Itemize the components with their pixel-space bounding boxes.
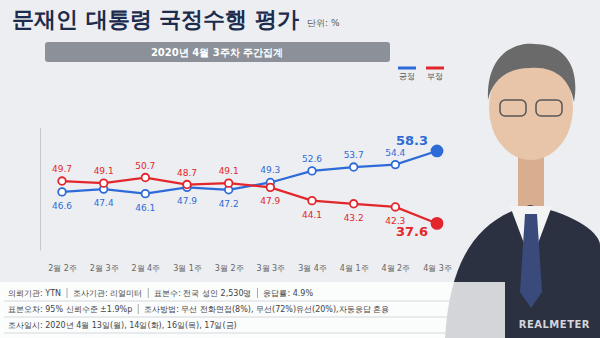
footer-text: 조사일시: 2020년 4월 13일(월), 14일(화), 16일(목), 1… bbox=[8, 321, 237, 330]
data-label: 53.7 bbox=[344, 150, 364, 160]
footer-text: 응답률: 4.9% bbox=[263, 289, 313, 298]
x-tick: 4월 3주 bbox=[423, 262, 452, 273]
data-labels: 46.6 47.4 46.1 47.9 47.2 49.3 52.6 53.7 54.458.3… bbox=[52, 133, 428, 239]
x-tick: 3월 1주 bbox=[173, 262, 202, 273]
series-marker bbox=[100, 179, 108, 187]
data-label: 44.1 bbox=[302, 210, 322, 220]
tie bbox=[520, 214, 542, 308]
data-label: 58.3 bbox=[396, 133, 428, 148]
x-tick: 3월 4주 bbox=[298, 262, 327, 273]
plot-area bbox=[58, 145, 442, 228]
series-line bbox=[62, 178, 437, 224]
x-tick: 4월 1주 bbox=[340, 262, 369, 273]
series-marker bbox=[432, 145, 443, 156]
legend-label: 긍정 bbox=[399, 72, 415, 81]
x-tick-label: 3월 3주 bbox=[256, 264, 285, 273]
x-tick-label: 4월 1주 bbox=[340, 264, 369, 273]
footer-text: 표본오차: 95% 신뢰수준 ±1.9%p bbox=[8, 305, 132, 314]
footer-rule bbox=[4, 317, 500, 318]
series-marker bbox=[58, 177, 66, 185]
data-label: 48.7 bbox=[177, 168, 197, 178]
x-tick: 2월 2주 bbox=[48, 262, 77, 273]
glasses-left bbox=[500, 100, 526, 116]
series-marker bbox=[225, 179, 233, 187]
x-axis: 2월 2주 2월 3주 2월 4주 3월 1주 3월 2주 3월 3주 3월 4주 4월 1주… bbox=[48, 262, 452, 273]
x-tick: 2월 3주 bbox=[90, 262, 119, 273]
series-marker bbox=[308, 167, 316, 175]
background bbox=[0, 0, 600, 338]
x-tick-label: 3월 4주 bbox=[298, 264, 327, 273]
legend-label: 부정 bbox=[427, 72, 443, 81]
footer-separator bbox=[257, 288, 258, 298]
x-tick: 3월 2주 bbox=[215, 262, 244, 273]
footer-separator bbox=[148, 288, 149, 298]
series-marker bbox=[350, 163, 358, 171]
data-label: 54.4 bbox=[385, 148, 405, 158]
x-tick-label: 3월 1주 bbox=[173, 264, 202, 273]
series-marker bbox=[142, 190, 150, 198]
data-label: 47.9 bbox=[177, 196, 197, 206]
data-label: 49.1 bbox=[94, 166, 114, 176]
glasses-right bbox=[536, 100, 562, 116]
x-tick: 4월 2주 bbox=[381, 262, 410, 273]
series-marker bbox=[183, 181, 191, 189]
data-label: 49.1 bbox=[219, 166, 239, 176]
legend: 긍정 부정 bbox=[398, 68, 444, 81]
series-marker bbox=[308, 197, 316, 205]
footer-box bbox=[0, 282, 505, 338]
series-marker bbox=[350, 200, 358, 208]
data-label: 49.3 bbox=[260, 165, 280, 175]
data-label: 49.7 bbox=[52, 164, 72, 174]
series-marker bbox=[392, 203, 400, 211]
data-label: 47.4 bbox=[94, 198, 114, 208]
footer-separator bbox=[67, 288, 68, 298]
x-tick-label: 3월 2주 bbox=[215, 264, 244, 273]
x-tick-label: 4월 3주 bbox=[423, 264, 452, 273]
x-tick: 3월 3주 bbox=[256, 262, 285, 273]
data-label: 50.7 bbox=[135, 161, 155, 171]
series-marker bbox=[392, 161, 400, 169]
footer-rule bbox=[4, 333, 500, 334]
series-marker bbox=[142, 174, 150, 182]
subtitle: 2020년 4월 3주차 주간집계 bbox=[151, 47, 283, 58]
chart-root: 문재인 대통령 국정수행 평가 단위: % 2020년 4월 3주차 주간집계 2월 … bbox=[0, 0, 600, 338]
title: 문재인 대통령 국정수행 평가 bbox=[12, 7, 299, 32]
x-tick: 2월 4주 bbox=[131, 262, 160, 273]
data-label: 46.6 bbox=[52, 201, 72, 211]
footer-text: 표본수: 전국 성인 2,530명 bbox=[154, 289, 251, 298]
data-label: 47.9 bbox=[260, 196, 280, 206]
x-tick-label: 4월 2주 bbox=[381, 264, 410, 273]
x-tick-label: 2월 3주 bbox=[90, 264, 119, 273]
data-label: 47.2 bbox=[219, 199, 239, 209]
hair bbox=[488, 44, 575, 102]
footer-text: 조사방법: 무선 전화면접(8%), 무선(72%)유선(20%),자동응답 혼… bbox=[144, 305, 389, 314]
footer-text: 의뢰기관: YTN bbox=[8, 289, 61, 298]
data-label: 43.2 bbox=[344, 213, 364, 223]
data-label: 37.6 bbox=[396, 224, 428, 239]
logo: REALMETER bbox=[519, 319, 590, 330]
footer-separator bbox=[138, 304, 139, 314]
series-marker bbox=[267, 184, 275, 192]
series-marker bbox=[58, 188, 66, 196]
legend-swatch bbox=[398, 67, 416, 70]
y-axis-line bbox=[40, 128, 41, 251]
y-axis bbox=[40, 128, 41, 251]
unit-label: 단위: % bbox=[307, 18, 340, 28]
subtitle-box bbox=[45, 42, 390, 62]
series-marker bbox=[432, 218, 443, 229]
footer-rule bbox=[4, 301, 500, 302]
footer-text: 조사기관: 리얼미터 bbox=[73, 289, 142, 298]
data-label: 46.1 bbox=[135, 203, 155, 213]
data-label: 52.6 bbox=[302, 154, 322, 164]
legend-swatch bbox=[426, 67, 444, 70]
x-tick-label: 2월 4주 bbox=[131, 264, 160, 273]
x-tick-label: 2월 2주 bbox=[48, 264, 77, 273]
series-line bbox=[62, 151, 437, 194]
